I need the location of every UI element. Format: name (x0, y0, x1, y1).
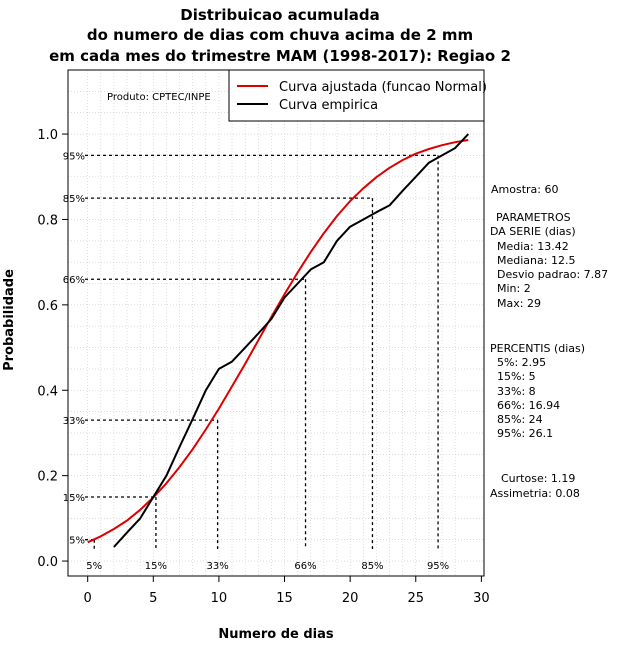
series-layer (87, 133, 470, 548)
grid-lines (68, 70, 484, 576)
stats-mediana: Mediana: 12.5 (497, 254, 575, 267)
percentile-y-label: 85% (63, 194, 85, 205)
legend-box (228, 69, 485, 122)
legend-label-empirical: Curva empirica (279, 98, 378, 113)
stats-p33: 33%: 8 (497, 385, 536, 398)
plot-frame (67, 69, 485, 577)
stats-media: Media: 13.42 (497, 240, 569, 253)
y-tick-label: 0.0 (37, 555, 58, 570)
axes: 0 5 10 15 20 25 30 0.0 0.2 0.4 0.6 0.8 1.0 (37, 128, 489, 606)
percentile-x-label: 66% (294, 561, 316, 572)
y-tick-label: 0.4 (37, 384, 58, 399)
stats-percentis-title: PERCENTIS (dias) (490, 342, 585, 355)
y-tick-label: 0.6 (37, 299, 58, 314)
y-tick-label: 1.0 (37, 128, 58, 143)
stats-curtose: Curtose: 1.19 (501, 472, 575, 485)
percentile-x-label: 33% (206, 561, 228, 572)
stats-p66: 66%: 16.94 (497, 399, 560, 412)
x-axis-title: Numero de dias (218, 627, 334, 642)
stats-desvio: Desvio padrao: 7.87 (497, 268, 608, 281)
percentile-guides: 5% 5% 15% 15% 33% 33% 66% 66% 85% 85% 95% 95% (63, 151, 449, 572)
x-tick-label: 25 (407, 591, 424, 606)
stats-assimetria: Assimetria: 0.08 (490, 487, 580, 500)
fitted-normal-curve (87, 139, 469, 544)
percentile-x-label: 85% (361, 561, 383, 572)
x-tick-label: 5 (149, 591, 157, 606)
percentile-y-label: 15% (63, 493, 85, 504)
stats-min: Min: 2 (497, 282, 531, 295)
percentile-y-label: 95% (63, 151, 85, 162)
percentile-y-label: 66% (63, 275, 85, 286)
y-axis-title: Probabilidade (2, 269, 17, 371)
stats-parametros-title-1: PARAMETROS (496, 211, 571, 224)
chart-title-line-2: do numero de dias com chuva acima de 2 m… (87, 26, 473, 44)
percentile-x-label: 5% (86, 561, 102, 572)
product-label: Produto: CPTEC/INPE (107, 92, 211, 103)
legend-label-fitted: Curva ajustada (funcao Normal) (279, 80, 487, 95)
stats-panel: Amostra: 60 PARAMETROS DA SERIE (dias) M… (490, 183, 608, 500)
x-tick-label: 20 (342, 591, 359, 606)
percentile-y-label: 5% (69, 536, 85, 547)
stats-amostra: Amostra: 60 (491, 183, 558, 196)
stats-p15: 15%: 5 (497, 370, 536, 383)
x-tick-label: 10 (211, 591, 228, 606)
percentile-y-label: 33% (63, 416, 85, 427)
y-tick-label: 0.2 (37, 470, 58, 485)
legend: Curva ajustada (funcao Normal) Curva emp… (228, 69, 487, 122)
stats-max: Max: 29 (497, 297, 541, 310)
percentile-x-label: 15% (145, 561, 167, 572)
empirical-curve (113, 133, 470, 548)
y-tick-label: 0.8 (37, 213, 58, 228)
stats-parametros-title-2: DA SERIE (dias) (490, 225, 576, 238)
chart-title-line-1: Distribuicao acumulada (180, 6, 379, 24)
stats-p5: 5%: 2.95 (497, 356, 546, 369)
x-tick-label: 15 (276, 591, 293, 606)
x-tick-label: 30 (473, 591, 490, 606)
x-tick-label: 0 (84, 591, 92, 606)
stats-p95: 95%: 26.1 (497, 427, 553, 440)
chart-title-line-3: em cada mes do trimestre MAM (1998-2017)… (49, 47, 511, 65)
percentile-x-label: 95% (427, 561, 449, 572)
stats-p85: 85%: 24 (497, 413, 543, 426)
